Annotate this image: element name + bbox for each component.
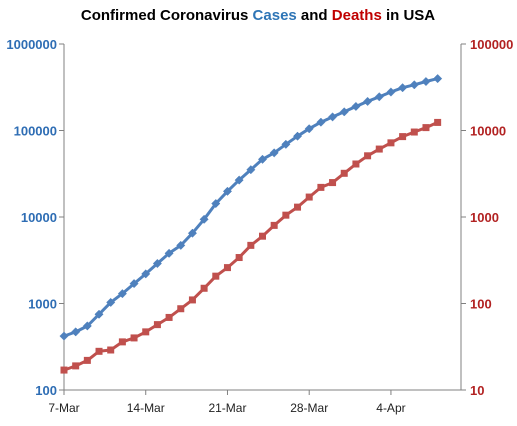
deaths-point [83,356,91,364]
deaths-point [223,264,231,272]
cases-point [409,80,419,90]
x-tick-label: 28-Mar [290,401,328,415]
right-tick-label: 100000 [470,37,513,52]
title-part-prefix: Confirmed Coronavirus [81,7,253,24]
deaths-point [247,241,255,249]
cases-point [152,258,162,269]
x-tick-label: 4-Apr [376,401,405,415]
left-tick-label: 1000000 [6,37,57,52]
deaths-point [153,321,161,329]
cases-point [187,228,197,238]
deaths-point [375,145,383,153]
deaths-point [235,254,243,262]
left-tick-label: 10000 [21,210,57,225]
series-line-cases [63,77,438,338]
right-axis-ticks: 10 100 1000 10000 100000 [461,37,513,398]
deaths-point [142,328,150,336]
right-tick-label: 10000 [470,124,506,139]
cases-point [199,214,209,224]
cases-point [292,131,303,141]
cases-point [222,186,233,196]
deaths-point [317,183,325,191]
deaths-point [270,221,278,229]
cases-point [176,240,186,250]
deaths-point [434,118,442,126]
cases-point [304,124,314,134]
cases-point [164,248,174,258]
axes [63,44,462,391]
cases-point [398,83,408,93]
x-tick-label: 21-Mar [208,401,246,415]
left-axis-ticks: 100 1000 10000 100000 1000000 [6,37,64,398]
deaths-point [352,160,360,168]
deaths-point [387,139,395,147]
x-axis-ticks: 7-Mar 14-Mar 21-Mar 28-Mar 4-Apr [48,390,406,415]
deaths-point [60,366,68,374]
x-tick-label: 14-Mar [127,401,165,415]
deaths-point [410,128,418,136]
deaths-point [329,179,337,187]
deaths-point [130,334,138,342]
right-tick-label: 100 [470,297,492,312]
cases-point [234,175,244,185]
series-layer [59,74,443,374]
deaths-point [364,152,372,160]
chart-title: Confirmed Coronavirus Cases and Deaths i… [81,7,435,24]
cases-point [59,331,69,341]
cases-point [351,101,361,112]
deaths-point [188,296,196,304]
deaths-point [95,347,103,355]
deaths-point [177,305,185,313]
cases-point [82,321,92,331]
cases-point [269,148,279,158]
cases-point [433,74,443,84]
cases-point [281,139,291,149]
cases-point [328,112,338,122]
cases-point [363,96,373,107]
title-part-deaths: Deaths [332,7,382,24]
deaths-point [340,169,348,177]
cases-point [316,117,326,127]
deaths-point [399,133,407,141]
cases-point [339,107,349,117]
cases-point [246,165,256,175]
x-tick-label: 7-Mar [48,401,79,415]
deaths-point [118,338,126,346]
title-part-and: and [297,7,332,24]
deaths-point [212,272,220,280]
deaths-point [72,362,80,370]
cases-point [211,199,221,209]
cases-point [106,297,116,307]
cases-point [421,76,431,87]
deaths-point [294,203,302,211]
deaths-point [422,124,430,132]
cases-point [129,279,139,289]
deaths-point [305,193,313,201]
deaths-point [282,211,290,219]
deaths-point [107,346,115,354]
deaths-point [165,313,173,321]
cases-point [94,309,104,319]
deaths-point [259,232,266,240]
cases-point [257,154,268,164]
title-part-suffix: in USA [382,7,436,24]
left-tick-label: 1000 [28,297,57,312]
cases-point [374,92,384,102]
left-tick-label: 100000 [14,124,57,139]
right-tick-label: 1000 [470,210,499,225]
cases-point [71,327,81,337]
cases-point [386,87,396,97]
deaths-point [200,284,208,292]
cases-point [141,269,151,279]
cases-point [117,289,127,299]
left-tick-label: 100 [35,383,57,398]
right-tick-label: 10 [470,383,484,398]
title-part-cases: Cases [253,7,297,24]
